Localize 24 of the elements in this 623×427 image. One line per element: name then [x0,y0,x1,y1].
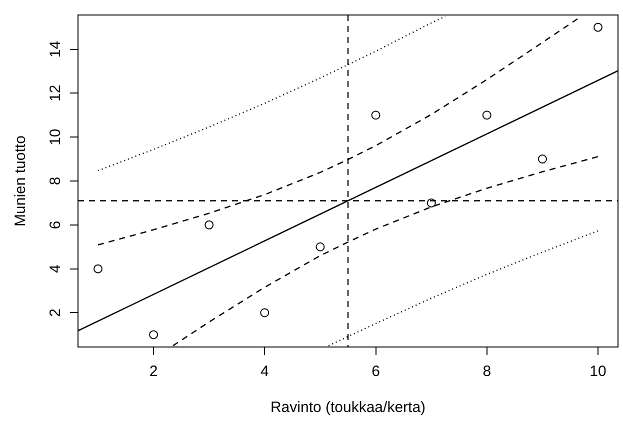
x-tick-label: 10 [590,363,606,380]
x-tick-label: 8 [482,363,492,380]
point [260,308,270,318]
x-tick-label: 6 [372,363,380,380]
y-tick-label: 2 [46,308,64,317]
x-axis-title: Ravinto (toukkaa/kerta) [270,399,426,416]
x-tick-label: 2 [149,363,158,380]
y-tick-label: 6 [46,220,64,230]
y-tick-label: 14 [46,40,64,58]
point [94,264,102,274]
point [149,330,158,340]
y-tick-label: 8 [46,176,64,186]
point [482,110,492,120]
point [316,242,325,252]
x-tick-label: 4 [260,363,269,380]
y-tick-label: 4 [46,264,64,274]
point [371,110,380,120]
point [426,198,436,208]
y-tick-label: 12 [46,84,64,102]
y-axis-title: Munien tuotto [12,136,30,226]
point [204,220,214,230]
y-tick-label: 10 [46,128,64,146]
point [538,154,547,164]
point [594,22,602,32]
